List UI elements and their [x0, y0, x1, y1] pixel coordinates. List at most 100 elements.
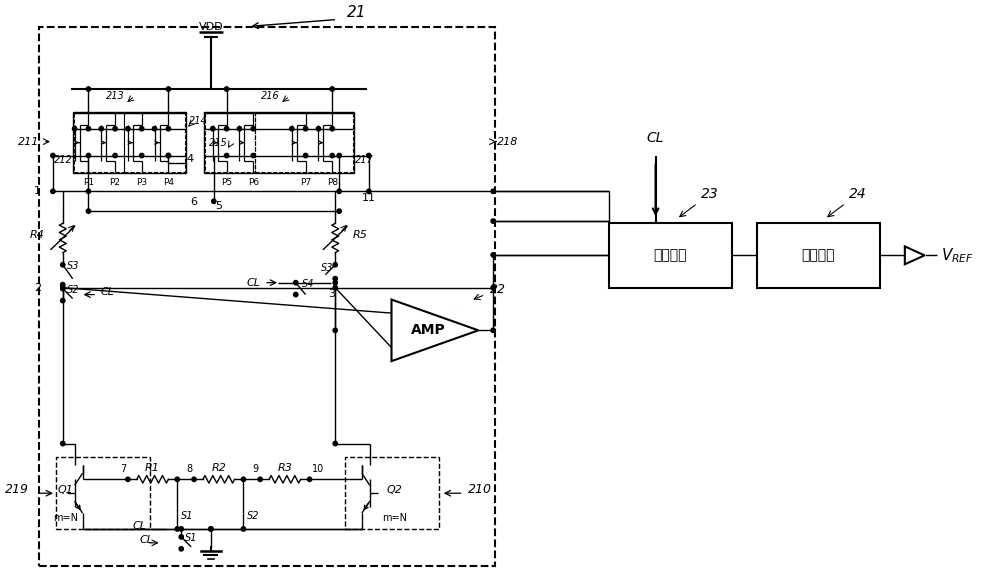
Circle shape [491, 189, 495, 193]
Circle shape [179, 527, 183, 531]
Circle shape [258, 477, 262, 481]
Text: S1: S1 [181, 511, 194, 521]
Text: S2: S2 [67, 285, 79, 294]
Text: 10: 10 [312, 464, 324, 474]
Circle shape [241, 477, 246, 481]
Circle shape [86, 189, 91, 193]
Circle shape [337, 154, 341, 158]
Circle shape [126, 477, 130, 481]
Text: P8: P8 [327, 179, 338, 187]
Text: 211: 211 [18, 137, 39, 147]
Text: P6: P6 [248, 179, 259, 187]
Circle shape [224, 87, 229, 91]
Text: P5: P5 [221, 179, 232, 187]
Text: AMP: AMP [411, 324, 445, 338]
Bar [74, 113, 124, 172]
Text: S3: S3 [321, 262, 333, 273]
Bar [609, 223, 732, 288]
Circle shape [237, 126, 242, 131]
Circle shape [330, 154, 334, 158]
Text: $V_{REF}$: $V_{REF}$ [941, 246, 974, 265]
Circle shape [175, 477, 179, 481]
Circle shape [337, 189, 341, 193]
Text: P7: P7 [300, 179, 311, 187]
Circle shape [192, 477, 196, 481]
Text: S1: S1 [185, 533, 198, 543]
Circle shape [224, 154, 229, 158]
Text: 解调单元: 解调单元 [654, 249, 687, 262]
Circle shape [290, 126, 294, 131]
Circle shape [113, 126, 117, 131]
Circle shape [166, 126, 171, 131]
Circle shape [330, 126, 334, 131]
Text: 23: 23 [701, 187, 719, 201]
Text: 7: 7 [120, 464, 126, 474]
Circle shape [294, 292, 298, 297]
Circle shape [303, 154, 308, 158]
Text: 3: 3 [328, 289, 335, 299]
Circle shape [61, 282, 65, 287]
Circle shape [333, 281, 337, 285]
Text: 5: 5 [215, 201, 222, 211]
Text: 11: 11 [362, 193, 376, 203]
Circle shape [72, 126, 77, 131]
Circle shape [307, 477, 312, 481]
Circle shape [337, 209, 341, 214]
Circle shape [333, 276, 337, 281]
Circle shape [212, 199, 216, 204]
Bar [56, 457, 150, 529]
Text: P1: P1 [83, 179, 94, 187]
Text: S4: S4 [302, 279, 314, 289]
Circle shape [140, 154, 144, 158]
Circle shape [166, 87, 171, 91]
Text: 215: 215 [209, 137, 228, 148]
Circle shape [333, 262, 337, 267]
Circle shape [491, 219, 495, 223]
Circle shape [51, 154, 55, 158]
Circle shape [86, 87, 91, 91]
Text: CL: CL [246, 278, 260, 288]
Text: 216: 216 [261, 91, 279, 101]
Text: 213: 213 [106, 91, 124, 101]
Circle shape [294, 281, 298, 285]
Text: 210: 210 [468, 483, 492, 496]
Text: 212: 212 [54, 155, 73, 165]
Circle shape [241, 527, 246, 531]
Circle shape [367, 189, 371, 193]
Text: CL: CL [100, 286, 114, 297]
Circle shape [99, 126, 103, 131]
Bar [205, 113, 255, 172]
Bar [757, 223, 880, 288]
Text: CL: CL [133, 521, 147, 531]
Circle shape [113, 154, 117, 158]
Text: 22: 22 [490, 283, 506, 296]
Circle shape [61, 285, 65, 290]
Bar [255, 113, 353, 172]
Text: 214: 214 [189, 116, 208, 126]
Text: 2: 2 [34, 283, 41, 293]
Text: Q2: Q2 [387, 485, 402, 495]
Text: R4: R4 [30, 230, 45, 240]
Circle shape [491, 328, 495, 332]
Circle shape [316, 126, 321, 131]
Bar [204, 112, 354, 173]
Circle shape [61, 286, 65, 291]
Text: m=N: m=N [382, 513, 407, 523]
Circle shape [86, 154, 91, 158]
Text: 9: 9 [252, 464, 258, 474]
Circle shape [367, 154, 371, 158]
Bar [124, 113, 185, 172]
Circle shape [140, 126, 144, 131]
Text: Q1: Q1 [58, 485, 74, 495]
Circle shape [491, 253, 495, 257]
Circle shape [175, 527, 179, 531]
Text: R1: R1 [145, 463, 160, 473]
Circle shape [179, 546, 183, 551]
Text: 8: 8 [186, 464, 192, 474]
Text: P3: P3 [136, 179, 147, 187]
Text: R2: R2 [211, 463, 226, 473]
Circle shape [251, 154, 255, 158]
Circle shape [251, 126, 255, 131]
Text: 滤波单元: 滤波单元 [802, 249, 835, 262]
Circle shape [86, 209, 91, 214]
